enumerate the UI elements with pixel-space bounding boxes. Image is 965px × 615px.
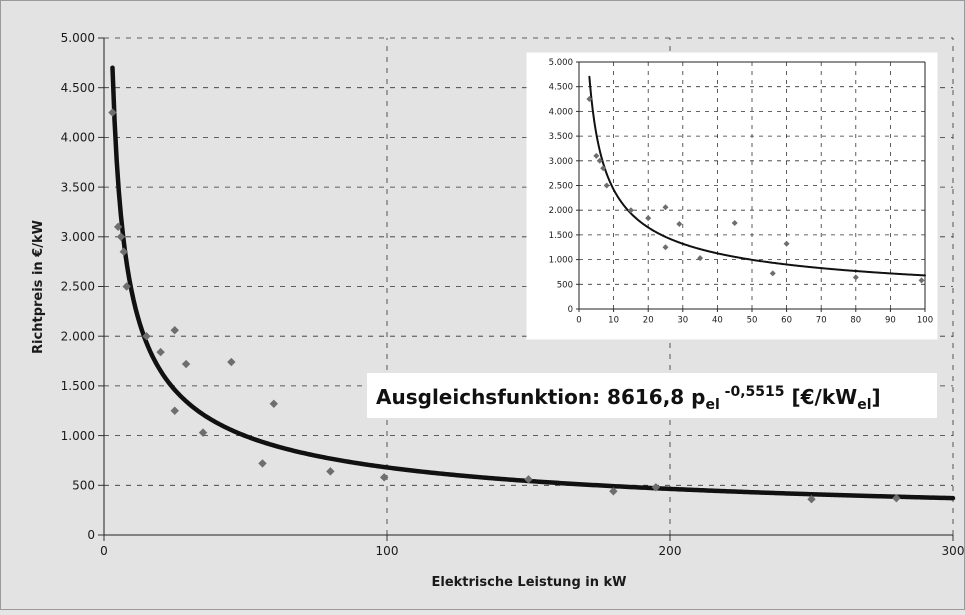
main-tick-labels: 05001.0001.5002.0002.5003.0003.5004.0004… (61, 31, 965, 558)
inset-y-tick-label: 3.500 (549, 132, 573, 142)
inset-data-point (697, 255, 704, 262)
main-data-point (156, 347, 165, 357)
inset-data-point (731, 220, 738, 227)
inset-background (526, 52, 938, 340)
main-data-point (170, 326, 179, 335)
main-fit-curve (110, 65, 956, 501)
main-y-tick-label: 1.500 (61, 379, 95, 393)
main-data-point (108, 108, 117, 117)
main-y-tick-label: 1.000 (61, 429, 95, 443)
inset-x-tick-label: 60 (781, 316, 792, 326)
main-data-point (269, 399, 278, 408)
main-x-tick-label: 0 (100, 544, 108, 558)
inset-x-tick-label: 30 (677, 316, 688, 326)
inset-data-point (662, 204, 669, 211)
main-data-point (258, 459, 267, 468)
main-x-tick-label: 100 (376, 544, 399, 558)
inset-data-points (586, 96, 925, 284)
inset-x-tick-label: 40 (712, 316, 723, 326)
inset-data-point (769, 270, 776, 277)
inset-data-point (586, 96, 593, 103)
main-y-tick-label: 5.000 (61, 31, 95, 45)
main-data-point (142, 332, 151, 341)
main-data-point (609, 487, 618, 496)
main-data-point (198, 428, 208, 437)
main-y-tick-label: 4.500 (61, 81, 95, 95)
main-y-tick-label: 3.000 (61, 230, 95, 244)
inset-data-point (596, 157, 603, 164)
inset-data-point (662, 244, 669, 251)
inset-y-tick-label: 4.500 (549, 83, 573, 93)
main-y-tick-label: 4.000 (61, 131, 95, 145)
inset-y-tick-label: 4.000 (549, 107, 573, 117)
inset-data-point (603, 182, 610, 189)
inset-axes (576, 61, 926, 312)
inset-x-tick-label: 10 (608, 316, 619, 326)
inset-tick-labels: 05001.0001.5002.0002.5003.0003.5004.0004… (549, 58, 933, 326)
main-fit-curve-group (110, 65, 956, 501)
inset-x-tick-label: 80 (850, 316, 861, 326)
main-data-point (170, 406, 179, 415)
inset-y-tick-label: 0 (568, 305, 573, 315)
main-data-point (326, 467, 335, 476)
main-y-tick-label: 2.500 (61, 280, 95, 294)
fit-formula-prefix: Ausgleichsfunktion: 8616,8 p (376, 385, 706, 409)
inset-data-point (600, 165, 607, 172)
inset-x-tick-label: 50 (747, 316, 758, 326)
main-data-points (108, 108, 901, 504)
y-axis-title: Richtpreis in €/kW (31, 220, 46, 354)
main-x-tick-label: 300 (942, 544, 965, 558)
inset-x-tick-label: 90 (885, 316, 896, 326)
main-data-point (651, 483, 661, 492)
main-data-point (119, 247, 129, 256)
main-y-tick-label: 3.500 (61, 180, 95, 194)
inset-fit-curve-group (588, 75, 926, 277)
inset-data-point (593, 152, 600, 159)
fit-formula: Ausgleichsfunktion: 8616,8 pel -0,5515 [… (376, 384, 881, 413)
inset-x-tick-label: 20 (643, 316, 654, 326)
main-data-point (116, 232, 126, 241)
main-y-tick-label: 0 (87, 528, 95, 542)
main-data-point (113, 222, 123, 232)
main-data-point (379, 473, 389, 482)
inset-x-tick-label: 0 (576, 316, 581, 326)
inset-data-point (676, 221, 683, 228)
inset-x-tick-label: 100 (917, 316, 933, 326)
inset-x-tick-label: 70 (816, 316, 827, 326)
inset-data-point (645, 215, 652, 222)
fit-formula-suffix: ] (872, 385, 881, 409)
fit-formula-exponent: -0,5515 (720, 384, 785, 400)
inset-y-tick-label: 2.000 (549, 206, 573, 216)
inset-y-tick-label: 1.000 (549, 256, 573, 266)
inset-y-tick-label: 3.000 (549, 157, 573, 167)
inset-y-tick-label: 1.500 (549, 231, 573, 241)
main-data-point (181, 359, 191, 369)
main-y-tick-label: 2.000 (61, 329, 95, 343)
fit-formula-sub1: el (706, 397, 720, 413)
inset-y-tick-label: 5.000 (549, 58, 573, 68)
inset-y-tick-label: 500 (557, 280, 573, 290)
x-axis-title: Elektrische Leistung in kW (432, 575, 627, 590)
inset-fit-curve (588, 75, 926, 277)
main-y-tick-label: 500 (72, 479, 95, 493)
inset-y-tick-label: 2.500 (549, 181, 573, 191)
fit-formula-unit: [€/kW (785, 385, 858, 409)
main-data-point (892, 494, 901, 503)
fit-formula-sub2: el (857, 397, 871, 413)
main-axes (98, 37, 954, 541)
formula-box (367, 373, 937, 418)
inset-data-point (783, 240, 790, 247)
main-data-point (227, 357, 236, 367)
main-data-point (524, 475, 533, 484)
main-data-point (122, 282, 131, 291)
inset-data-point (627, 207, 634, 214)
main-data-point (807, 495, 816, 504)
main-x-tick-label: 200 (659, 544, 682, 558)
inset-data-point (852, 274, 859, 281)
inset-chart: 05001.0001.5002.0002.5003.0003.5004.0004… (526, 52, 938, 340)
inset-data-point (918, 277, 925, 284)
